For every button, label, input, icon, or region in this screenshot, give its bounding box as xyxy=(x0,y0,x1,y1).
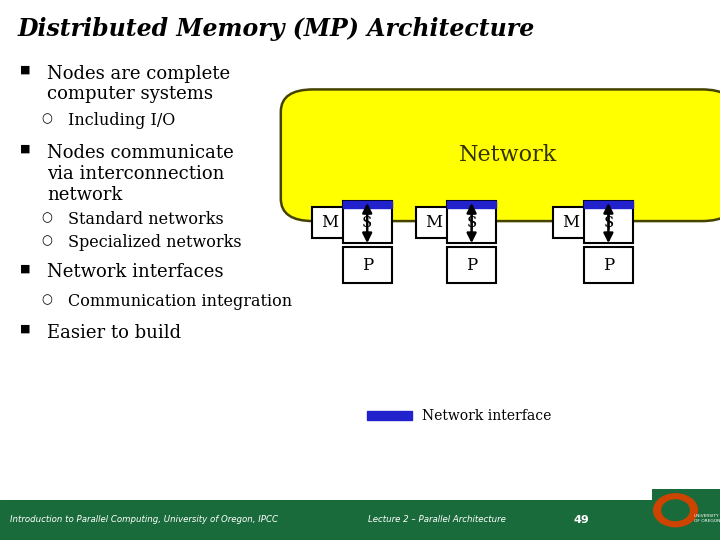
FancyBboxPatch shape xyxy=(281,90,720,221)
Text: ■: ■ xyxy=(20,65,31,75)
Bar xyxy=(584,201,633,208)
Text: Specialized networks: Specialized networks xyxy=(68,234,242,252)
Text: Nodes are complete
computer systems: Nodes are complete computer systems xyxy=(47,65,230,103)
Text: Communication integration: Communication integration xyxy=(68,293,292,310)
Text: ○: ○ xyxy=(42,211,53,224)
Bar xyxy=(367,411,412,420)
Text: ○: ○ xyxy=(42,234,53,247)
Bar xyxy=(343,201,392,208)
Text: Nodes communicate
via interconnection
network: Nodes communicate via interconnection ne… xyxy=(47,144,233,204)
Text: ■: ■ xyxy=(20,144,31,154)
Text: $: $ xyxy=(603,214,613,231)
Text: Distributed Memory (MP) Architecture: Distributed Memory (MP) Architecture xyxy=(18,17,535,42)
Bar xyxy=(416,207,451,238)
Text: M: M xyxy=(562,214,579,231)
Text: Including I/O: Including I/O xyxy=(68,112,176,129)
Text: M: M xyxy=(426,214,442,231)
Text: ■: ■ xyxy=(20,264,31,273)
Text: ○: ○ xyxy=(42,293,53,306)
Bar xyxy=(447,201,496,244)
Text: $: $ xyxy=(467,214,477,231)
Bar xyxy=(447,247,496,284)
Bar xyxy=(343,247,392,284)
Circle shape xyxy=(654,494,698,526)
Text: Standard networks: Standard networks xyxy=(68,211,224,228)
Text: M: M xyxy=(321,214,338,231)
Text: UNIVERSITY
OF OREGON: UNIVERSITY OF OREGON xyxy=(694,514,720,523)
Text: Network: Network xyxy=(459,144,557,166)
Text: 49: 49 xyxy=(574,515,590,525)
Bar xyxy=(447,201,496,208)
Bar xyxy=(584,201,633,244)
Text: Network interface: Network interface xyxy=(422,409,552,423)
Text: P: P xyxy=(361,257,373,274)
Bar xyxy=(553,207,588,238)
Text: $: $ xyxy=(362,214,372,231)
Bar xyxy=(312,207,347,238)
Text: Easier to build: Easier to build xyxy=(47,324,181,342)
Bar xyxy=(343,201,392,244)
Bar xyxy=(584,247,633,284)
Text: P: P xyxy=(603,257,614,274)
Text: P: P xyxy=(466,257,477,274)
Text: ○: ○ xyxy=(42,112,53,125)
Text: Lecture 2 – Parallel Architecture: Lecture 2 – Parallel Architecture xyxy=(368,515,506,524)
Text: Introduction to Parallel Computing, University of Oregon, IPCC: Introduction to Parallel Computing, Univ… xyxy=(10,515,278,524)
Circle shape xyxy=(662,500,689,521)
Text: Network interfaces: Network interfaces xyxy=(47,264,223,281)
Text: ■: ■ xyxy=(20,324,31,334)
